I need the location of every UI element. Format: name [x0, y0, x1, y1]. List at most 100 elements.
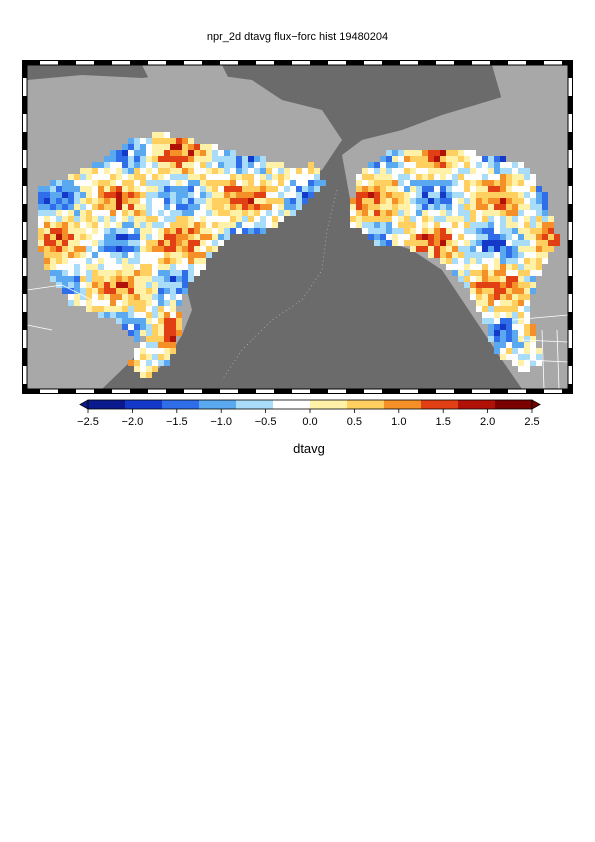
frame-tick [568, 312, 573, 330]
data-cell [494, 324, 500, 330]
data-cell [422, 162, 428, 168]
data-cell [170, 138, 176, 144]
data-cell [446, 216, 452, 222]
data-cell [476, 276, 482, 282]
data-cell [188, 252, 194, 258]
data-cell [104, 270, 110, 276]
data-cell [68, 288, 74, 294]
data-cell [392, 150, 398, 156]
data-cell [134, 186, 140, 192]
data-cell [464, 162, 470, 168]
data-cell [86, 300, 92, 306]
data-cell [56, 186, 62, 192]
data-cell [464, 234, 470, 240]
data-cell [518, 252, 524, 258]
data-cell [98, 192, 104, 198]
data-cell [440, 204, 446, 210]
data-cell [242, 204, 248, 210]
frame-tick [568, 222, 573, 240]
data-cell [152, 204, 158, 210]
data-cell [464, 168, 470, 174]
data-cell [188, 210, 194, 216]
data-cell [410, 228, 416, 234]
data-cell [188, 192, 194, 198]
data-cell [170, 276, 176, 282]
data-cell [158, 210, 164, 216]
data-cell [200, 156, 206, 162]
data-cell [488, 228, 494, 234]
data-cell [422, 234, 428, 240]
data-cell [68, 198, 74, 204]
frame-tick [382, 389, 400, 394]
data-cell [170, 252, 176, 258]
data-cell [68, 204, 74, 210]
data-cell [86, 240, 92, 246]
data-cell [74, 252, 80, 258]
data-cell [128, 294, 134, 300]
data-cell [476, 204, 482, 210]
data-cell [140, 318, 146, 324]
data-cell [128, 186, 134, 192]
data-cell [482, 252, 488, 258]
data-cell [452, 192, 458, 198]
data-cell [416, 228, 422, 234]
data-cell [152, 294, 158, 300]
data-cell [182, 138, 188, 144]
data-cell [146, 228, 152, 234]
data-cell [452, 168, 458, 174]
data-cell [422, 186, 428, 192]
data-cell [170, 174, 176, 180]
data-cell [254, 168, 260, 174]
data-cell [164, 294, 170, 300]
data-cell [512, 330, 518, 336]
data-cell [482, 240, 488, 246]
data-cell [248, 180, 254, 186]
data-cell [182, 186, 188, 192]
data-cell [422, 156, 428, 162]
data-cell [206, 252, 212, 258]
data-cell [440, 162, 446, 168]
data-cell [278, 210, 284, 216]
data-cell [422, 168, 428, 174]
data-cell [110, 306, 116, 312]
data-cell [428, 192, 434, 198]
data-cell [440, 192, 446, 198]
data-cell [110, 300, 116, 306]
data-cell [500, 240, 506, 246]
data-cell [464, 228, 470, 234]
data-cell [152, 312, 158, 318]
data-cell [86, 246, 92, 252]
data-cell [272, 174, 278, 180]
data-cell [464, 156, 470, 162]
data-cell [104, 300, 110, 306]
data-cell [452, 210, 458, 216]
data-cell [386, 186, 392, 192]
data-cell [488, 222, 494, 228]
data-cell [158, 342, 164, 348]
data-cell [176, 288, 182, 294]
data-cell [170, 324, 176, 330]
data-cell [482, 222, 488, 228]
data-cell [188, 222, 194, 228]
data-cell [164, 312, 170, 318]
data-cell [476, 222, 482, 228]
data-cell [398, 234, 404, 240]
data-cell [500, 192, 506, 198]
data-cell [140, 138, 146, 144]
data-cell [158, 204, 164, 210]
data-cell [56, 198, 62, 204]
data-cell [416, 240, 422, 246]
data-cell [458, 222, 464, 228]
frame-tick [568, 60, 573, 78]
data-cell [92, 204, 98, 210]
data-cell [524, 324, 530, 330]
data-cell [368, 234, 374, 240]
data-cell [410, 246, 416, 252]
colorbar-swatch [199, 400, 237, 409]
data-cell [290, 180, 296, 186]
data-cell [146, 342, 152, 348]
data-cell [44, 222, 50, 228]
data-cell [524, 288, 530, 294]
data-cell [530, 234, 536, 240]
data-cell [194, 216, 200, 222]
